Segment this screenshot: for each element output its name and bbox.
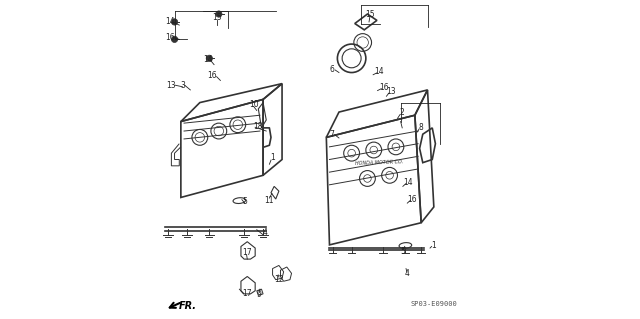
Text: 9: 9 bbox=[257, 290, 262, 299]
Text: 14: 14 bbox=[403, 178, 413, 187]
Text: 4: 4 bbox=[262, 228, 267, 237]
Text: 14: 14 bbox=[374, 67, 384, 76]
Text: 16: 16 bbox=[207, 71, 218, 80]
Text: 14: 14 bbox=[165, 18, 175, 26]
Text: FR.: FR. bbox=[179, 300, 197, 311]
Text: 12: 12 bbox=[274, 275, 284, 284]
Circle shape bbox=[172, 19, 178, 25]
Text: 4: 4 bbox=[404, 270, 410, 278]
Text: 3: 3 bbox=[180, 81, 185, 90]
Text: 1: 1 bbox=[270, 153, 275, 162]
Text: 17: 17 bbox=[242, 248, 252, 257]
Text: 5: 5 bbox=[243, 197, 247, 206]
Text: 13: 13 bbox=[387, 87, 396, 96]
Text: 16: 16 bbox=[165, 33, 175, 42]
Text: 17: 17 bbox=[242, 289, 252, 298]
Text: SP03-E09000: SP03-E09000 bbox=[410, 301, 457, 307]
Text: 18: 18 bbox=[253, 122, 263, 131]
Text: HONDA MOTOR CO.: HONDA MOTOR CO. bbox=[355, 159, 403, 166]
Text: 5: 5 bbox=[401, 247, 406, 256]
Text: 14: 14 bbox=[203, 56, 212, 64]
Text: 11: 11 bbox=[265, 196, 274, 205]
Text: 10: 10 bbox=[249, 100, 259, 109]
Text: 7: 7 bbox=[330, 130, 335, 139]
Circle shape bbox=[206, 55, 212, 62]
Text: 16: 16 bbox=[380, 83, 389, 92]
Circle shape bbox=[216, 11, 222, 17]
Text: 15: 15 bbox=[365, 10, 375, 19]
Text: 15: 15 bbox=[212, 13, 222, 22]
Text: 6: 6 bbox=[330, 65, 335, 74]
Text: 16: 16 bbox=[408, 195, 417, 204]
Text: 2: 2 bbox=[399, 108, 404, 117]
Text: 1: 1 bbox=[431, 241, 436, 250]
Text: 13: 13 bbox=[166, 81, 175, 90]
Circle shape bbox=[172, 36, 178, 42]
Text: 8: 8 bbox=[418, 123, 423, 132]
